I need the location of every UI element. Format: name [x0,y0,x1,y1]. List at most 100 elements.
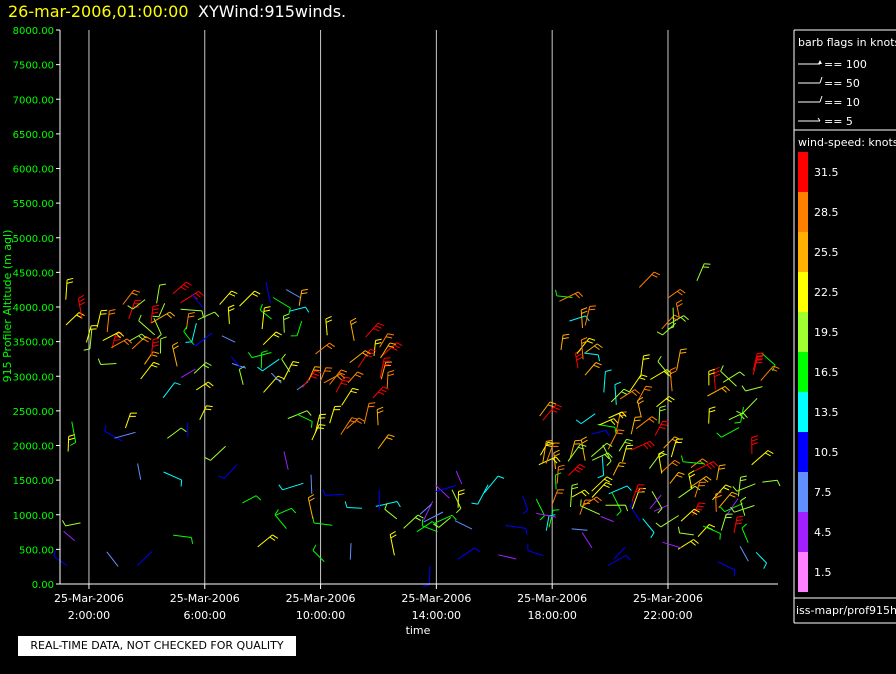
wind-barb [307,494,315,520]
wind-barb [454,520,473,530]
wind-barb [357,348,377,368]
wind-barb [658,405,667,424]
x-tick-date: 25-Mar-2006 [54,592,124,605]
wind-barb [605,504,629,512]
wind-barb [725,498,739,517]
wind-barb [591,481,613,498]
wind-barb [697,524,716,538]
wind-barb [642,518,655,539]
wind-barb [111,338,133,349]
wind-barb [257,358,280,372]
wind-barb [106,309,116,333]
wind-barb [156,283,166,304]
wind-barb [752,352,764,371]
wind-barb [555,289,573,298]
x-tick-date: 25-Mar-2006 [286,592,356,605]
wind-barb [751,450,774,466]
y-tick-label: 5500.00 [13,199,54,210]
wind-barb [752,354,765,375]
wind-barb [122,289,141,305]
speed-legend-label: 4.5 [814,526,832,539]
wind-barb [302,370,322,388]
wind-barb [270,372,282,384]
wind-barb [416,521,438,533]
wind-barb [717,561,736,577]
wind-barb [265,281,271,304]
wind-barb [379,357,391,379]
wind-barb [597,456,605,479]
wind-barb [131,336,152,350]
wind-barb [570,483,579,508]
wind-barb [102,331,125,342]
wind-barb [104,424,123,442]
wind-barb [193,362,212,374]
speed-legend-swatch [798,432,808,472]
wind-barb [614,381,621,405]
wind-barb [539,401,557,417]
wind-barb [312,516,333,526]
wind-barb [204,445,226,461]
wind-barb [138,314,156,336]
wind-barb [349,350,371,363]
y-tick-label: 2500.00 [13,407,54,418]
wind-barb [257,534,279,548]
wind-barb [556,464,565,484]
wind-barb [584,362,602,376]
wind-barb [728,412,748,421]
wind-barb [581,496,602,508]
wind-barb [386,370,395,389]
wind-barb [247,352,272,359]
wind-barb [61,520,81,527]
wind-barb [423,566,431,587]
wind-barb [377,434,395,449]
wind-barb [689,475,712,488]
wind-barb [559,291,584,302]
wind-barb [320,367,333,381]
wind-barb [434,514,457,524]
wind-barb [403,514,424,529]
wind-barb [708,406,716,424]
wind-barb [221,335,236,343]
x-tick-date: 25-Mar-2006 [633,592,703,605]
wind-barb [654,420,670,436]
barb-legend-label: == 50 [824,77,860,90]
wind-barb [581,532,593,549]
wind-barb [451,489,462,514]
wind-barb [171,341,179,367]
wind-barb [675,299,683,318]
wind-barb [629,374,648,392]
wind-barb [363,402,376,424]
speed-legend-swatch [798,152,808,192]
wind-barb [575,413,596,425]
wind-barb [137,463,142,480]
y-tick-label: 3000.00 [13,372,54,383]
wind-barb [567,444,587,462]
wind-barb [128,333,147,342]
wind-barb [694,461,719,472]
wind-barb [554,472,562,490]
wind-barb [151,311,176,324]
wind-barb [655,515,679,528]
y-tick-label: 0.00 [32,580,54,591]
y-tick-label: 6000.00 [13,165,54,176]
wind-barb [630,416,642,435]
wind-barb [653,504,668,512]
wind-barb [580,307,588,329]
wind-barb [197,311,220,321]
wind-barb [349,543,352,560]
wind-barb [289,306,310,313]
wind-barb [579,499,592,515]
wind-barb [638,271,661,288]
y-tick-label: 1000.00 [13,511,54,522]
wind-barb [185,322,197,343]
wind-barb [548,509,560,528]
wind-barb [661,314,681,330]
wind-barb [732,483,756,492]
y-tick-label: 5000.00 [13,234,54,245]
wind-barb [325,315,333,336]
wind-barb [568,464,586,476]
speed-legend-swatch [798,512,808,552]
wind-barb [603,369,612,393]
wind-barb [239,290,261,307]
